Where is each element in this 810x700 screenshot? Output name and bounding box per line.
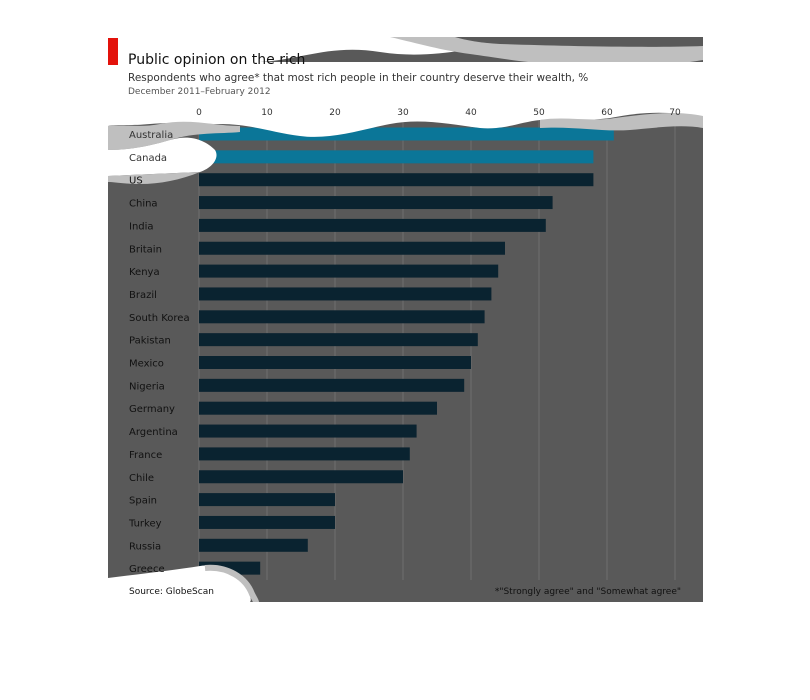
x-tick-label: 60 xyxy=(601,108,613,118)
bar-france xyxy=(199,447,410,461)
bar-kenya xyxy=(199,264,499,278)
x-tick-labels: 0 10 20 30 40 50 60 70 xyxy=(196,108,681,118)
white-wave-left xyxy=(108,137,217,176)
category-label: South Korea xyxy=(129,313,190,324)
bar-australia xyxy=(199,127,614,141)
category-label: Kenya xyxy=(129,267,160,278)
category-label: Chile xyxy=(129,473,154,484)
category-label: France xyxy=(129,450,162,461)
category-label: Mexico xyxy=(129,359,164,370)
x-tick-label: 20 xyxy=(329,108,341,118)
category-label: Australia xyxy=(129,130,173,141)
bars xyxy=(199,127,614,575)
bar-germany xyxy=(199,401,437,415)
accent-bar xyxy=(108,38,118,65)
grey-wave-left-lower xyxy=(108,172,200,184)
category-label: Turkey xyxy=(128,518,162,529)
x-tick-label: 70 xyxy=(669,108,681,118)
date-range: December 2011–February 2012 xyxy=(128,87,271,97)
category-label: Brazil xyxy=(129,290,157,301)
grey-wave-right xyxy=(540,112,703,131)
chart-title: Public opinion on the rich xyxy=(128,52,305,68)
category-label: Germany xyxy=(129,404,175,415)
x-tick-label: 10 xyxy=(261,108,273,118)
chart-subtitle: Respondents who agree* that most rich pe… xyxy=(128,72,588,84)
source-note: Source: GlobeScan xyxy=(129,587,214,597)
bar-chile xyxy=(199,470,403,484)
bar-brazil xyxy=(199,287,492,301)
bar-south-korea xyxy=(199,310,485,324)
bar-pakistan xyxy=(199,333,478,347)
bar-spain xyxy=(199,493,335,507)
category-label: India xyxy=(129,221,154,232)
category-label: Canada xyxy=(129,153,167,164)
bar-nigeria xyxy=(199,378,465,392)
footnote: *"Strongly agree" and "Somewhat agree" xyxy=(495,587,681,597)
x-tick-label: 40 xyxy=(465,108,477,118)
bar-india xyxy=(199,218,546,232)
bar-britain xyxy=(199,241,505,255)
category-label: Argentina xyxy=(129,427,178,438)
bar-argentina xyxy=(199,424,417,438)
category-labels: Australia Canada US China India Britain Kenya B… xyxy=(128,130,190,575)
bottom-grey-ring xyxy=(204,564,259,603)
header-white-band xyxy=(108,62,703,137)
x-tick-label: 50 xyxy=(533,108,545,118)
category-label: Pakistan xyxy=(129,336,171,347)
category-label: Spain xyxy=(129,496,157,507)
bar-russia xyxy=(199,538,308,552)
category-label: China xyxy=(129,199,158,210)
bar-turkey xyxy=(199,515,335,529)
decorative-blobs xyxy=(108,37,703,603)
bar-mexico xyxy=(199,356,471,369)
category-label: Russia xyxy=(129,541,161,552)
bottom-white-blob xyxy=(108,565,251,602)
bar-china xyxy=(199,196,553,210)
bar-us xyxy=(199,173,594,187)
category-label: Britain xyxy=(129,244,162,255)
category-label: Nigeria xyxy=(129,381,165,392)
x-tick-label: 0 xyxy=(196,108,202,118)
category-label: Greece xyxy=(129,564,165,575)
bar-canada xyxy=(199,150,594,164)
category-label: US xyxy=(129,176,143,187)
x-tick-label: 30 xyxy=(397,108,409,118)
grey-wave-left xyxy=(108,121,240,150)
top-right-dark-wedge xyxy=(455,37,703,47)
